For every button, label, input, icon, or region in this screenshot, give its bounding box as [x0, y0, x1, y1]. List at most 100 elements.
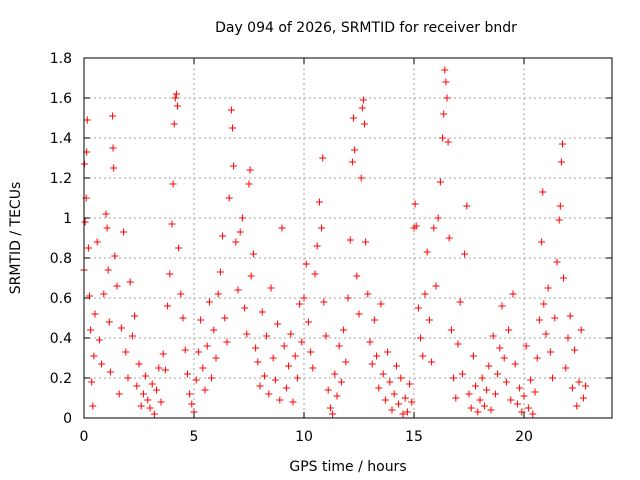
x-axis-label: GPS time / hours: [289, 459, 406, 475]
data-point: [322, 332, 330, 340]
data-point: [390, 390, 398, 398]
data-point: [430, 224, 438, 232]
data-point: [364, 290, 372, 298]
data-point: [205, 298, 213, 306]
data-point: [458, 370, 466, 378]
data-point: [342, 358, 350, 366]
data-point: [219, 232, 227, 240]
data-point: [373, 352, 381, 360]
data-point: [478, 374, 486, 382]
y-tick-label: 0.6: [50, 291, 72, 307]
data-point: [210, 326, 218, 334]
data-point: [203, 342, 211, 350]
data-point: [485, 362, 493, 370]
data-point: [192, 376, 200, 384]
data-point: [263, 332, 271, 340]
data-point: [168, 220, 176, 228]
data-point: [309, 364, 317, 372]
y-tick-label: 0.2: [50, 371, 72, 387]
data-point: [241, 304, 249, 312]
data-point: [386, 378, 394, 386]
data-point: [411, 200, 419, 208]
data-point: [102, 210, 110, 218]
data-point: [254, 358, 262, 366]
data-point: [221, 314, 229, 322]
data-point: [83, 116, 91, 124]
data-point: [249, 250, 257, 258]
data-point: [315, 198, 323, 206]
data-point: [564, 334, 572, 342]
data-point: [476, 396, 484, 404]
data-point: [452, 394, 460, 402]
plot-area-border: [83, 57, 613, 419]
y-tick-label: 1.8: [50, 51, 72, 67]
data-point: [124, 374, 132, 382]
data-point: [337, 378, 345, 386]
data-point: [408, 398, 416, 406]
data-point: [161, 366, 169, 374]
data-point: [131, 312, 139, 320]
data-point: [212, 354, 220, 362]
chart-title: Day 094 of 2026, SRMTID for receiver bnd…: [215, 20, 517, 36]
data-point: [377, 300, 385, 308]
data-point: [81, 218, 89, 226]
data-point: [307, 348, 315, 356]
data-point: [346, 236, 354, 244]
data-point: [540, 300, 548, 308]
data-point: [467, 404, 475, 412]
data-point: [103, 224, 111, 232]
data-point: [505, 326, 513, 334]
data-point: [271, 376, 279, 384]
x-tick-label: 15: [405, 429, 423, 445]
data-point: [135, 360, 143, 368]
data-point: [269, 354, 277, 362]
data-point: [169, 180, 177, 188]
data-point: [87, 326, 95, 334]
data-point: [509, 290, 517, 298]
data-point: [109, 144, 117, 152]
data-point: [556, 202, 564, 210]
data-point: [444, 138, 452, 146]
data-point: [539, 188, 547, 196]
x-tick-label: 0: [80, 429, 89, 445]
data-point: [199, 364, 207, 372]
data-point: [384, 348, 392, 356]
y-tick-label: 0: [63, 411, 72, 427]
data-point: [551, 314, 559, 322]
data-point: [287, 330, 295, 338]
data-point: [243, 330, 251, 338]
data-point: [516, 384, 524, 392]
data-point: [513, 400, 521, 408]
data-point: [252, 344, 260, 352]
data-point: [502, 378, 510, 386]
data-point: [511, 360, 519, 368]
data-point: [148, 380, 156, 388]
y-tick-label: 1.2: [50, 171, 72, 187]
data-point: [170, 120, 178, 128]
data-point: [117, 324, 125, 332]
data-point: [229, 124, 236, 132]
data-point: [164, 302, 172, 310]
data-point: [351, 146, 359, 154]
data-point: [366, 338, 374, 346]
y-axis-label: SRMTID / TECUs: [8, 182, 24, 295]
data-point: [568, 384, 576, 392]
data-point: [278, 224, 286, 232]
data-point: [559, 140, 566, 148]
data-point: [91, 310, 99, 318]
data-point: [128, 332, 136, 340]
data-point: [291, 352, 299, 360]
data-point: [100, 290, 108, 298]
data-point: [88, 378, 96, 386]
data-point: [329, 410, 337, 418]
data-points: [80, 66, 590, 418]
data-point: [289, 398, 297, 406]
data-point: [142, 372, 150, 380]
data-point: [546, 348, 554, 356]
data-point: [494, 370, 502, 378]
data-point: [527, 376, 535, 384]
data-point: [186, 390, 194, 398]
data-point: [197, 316, 205, 324]
data-point: [357, 174, 365, 182]
data-point: [201, 386, 209, 394]
